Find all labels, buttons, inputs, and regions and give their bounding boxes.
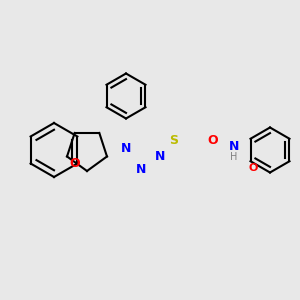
Text: N: N xyxy=(155,149,166,163)
Text: H: H xyxy=(230,152,238,163)
Text: O: O xyxy=(70,157,80,170)
Text: S: S xyxy=(169,134,178,148)
Text: O: O xyxy=(208,134,218,148)
Text: N: N xyxy=(121,142,131,155)
Text: N: N xyxy=(136,163,146,176)
Text: N: N xyxy=(229,140,239,154)
Text: O: O xyxy=(249,163,258,173)
